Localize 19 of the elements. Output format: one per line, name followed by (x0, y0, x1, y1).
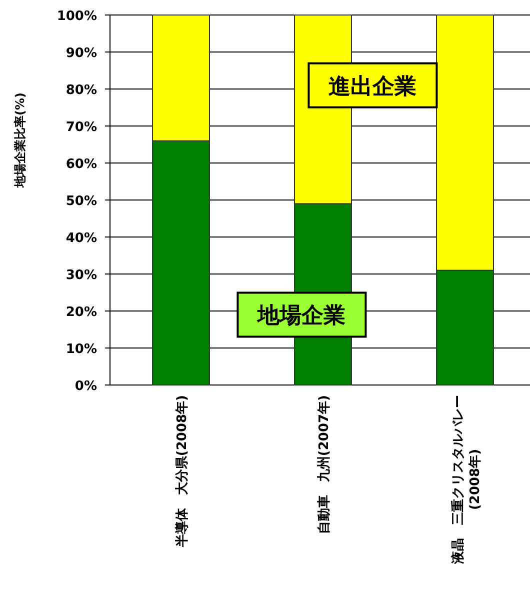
x-tick-label: 液晶 三重クリスタルバレー(2008年) (450, 395, 483, 565)
y-tick-label: 60% (66, 157, 97, 172)
y-tick-label: 0% (74, 379, 97, 394)
series-label: 地場企業 (236, 292, 367, 338)
x-tick-label: 半導体 大分県(2008年) (174, 395, 190, 548)
y-tick-label: 30% (66, 268, 97, 283)
y-tick-label: 100% (56, 9, 97, 24)
series-label: 進出企業 (328, 74, 417, 100)
y-tick-label: 80% (66, 83, 97, 98)
y-axis-title: 地場企業比率(%) (13, 92, 27, 188)
x-tick-label: 自動車 九州(2007年) (317, 395, 332, 534)
y-tick-label: 40% (66, 231, 97, 246)
y-tick-label: 90% (66, 46, 97, 61)
y-tick-label: 70% (66, 120, 97, 135)
series-label: 地場企業 (256, 304, 346, 329)
y-tick-label: 50% (66, 194, 97, 209)
series-label: 進出企業 (308, 62, 438, 108)
y-tick-label: 10% (66, 342, 97, 357)
y-tick-label: 20% (66, 305, 97, 320)
